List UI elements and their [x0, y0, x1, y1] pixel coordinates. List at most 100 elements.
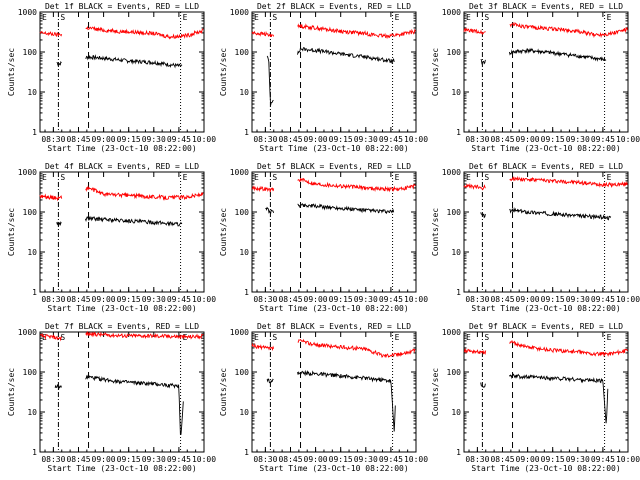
x-tick-label: 08:30 — [465, 295, 489, 304]
x-axis-label: Start Time (23-Oct-10 08:22:00) — [471, 304, 620, 313]
x-axis-label: Start Time (23-Oct-10 08:22:00) — [47, 464, 196, 473]
y-axis-label: Counts/sec — [431, 208, 440, 256]
marker-s: S — [272, 13, 277, 22]
x-tick-label: 10:00 — [192, 135, 216, 144]
x-tick-label: 08:45 — [490, 455, 514, 464]
panel-title: Det 6f BLACK = Events, RED = LLD — [469, 162, 623, 171]
y-tick-label: 10 — [27, 408, 37, 417]
y-tick-label: 100 — [235, 368, 250, 377]
marker-e-right: E — [607, 333, 612, 342]
y-tick-label: 10 — [27, 88, 37, 97]
y-tick-label: 1000 — [230, 168, 249, 177]
marker-e-right: E — [607, 13, 612, 22]
plot-frame — [251, 331, 417, 453]
y-tick-label: 10 — [451, 408, 461, 417]
series-line-events — [480, 212, 486, 219]
y-tick-label: 10 — [451, 88, 461, 97]
series-line-events — [85, 54, 183, 69]
panel-6: Det 6f BLACK = Events, RED = LLD 1 10 100 10… — [431, 162, 640, 313]
x-tick-label: 09:45 — [379, 455, 403, 464]
x-axis-label: Start Time (23-Oct-10 08:22:00) — [47, 304, 196, 313]
panel-2: Det 2f BLACK = Events, RED = LLD 1 10 100 10… — [219, 2, 428, 153]
panel-title: Det 8f BLACK = Events, RED = LLD — [257, 322, 411, 331]
x-tick-label: 09:00 — [304, 135, 328, 144]
x-tick-label: 09:00 — [304, 455, 328, 464]
marker-s: S — [60, 173, 65, 182]
x-tick-label: 08:30 — [253, 295, 277, 304]
marker-s: S — [272, 333, 277, 342]
x-tick-label: 08:30 — [465, 455, 489, 464]
series-line-events — [297, 47, 395, 64]
series-line-lld — [85, 330, 204, 340]
panel-9: Det 9f BLACK = Events, RED = LLD 1 10 100 10… — [431, 322, 640, 473]
series-line-events — [480, 59, 486, 65]
x-tick-label: 09:30 — [566, 455, 590, 464]
marker-s: S — [272, 173, 277, 182]
x-tick-label: 08:30 — [41, 295, 65, 304]
y-tick-label: 100 — [447, 48, 462, 57]
series-line-events — [297, 203, 395, 215]
marker-e-left: E — [254, 333, 259, 342]
marker-e-right: E — [395, 13, 400, 22]
series-line-events — [84, 215, 183, 227]
panel-7: Det 7f BLACK = Events, RED = LLD 1 10 100 10… — [7, 322, 216, 473]
x-tick-label: 08:30 — [41, 135, 65, 144]
x-tick-label: 09:15 — [541, 455, 565, 464]
x-tick-label: 08:45 — [490, 295, 514, 304]
panel-8: Det 8f BLACK = Events, RED = LLD 1 10 100 10… — [219, 322, 428, 473]
marker-e-left: E — [42, 333, 47, 342]
marker-e-left: E — [42, 173, 47, 182]
y-tick-label: 10 — [451, 248, 461, 257]
x-tick-label: 09:45 — [379, 135, 403, 144]
x-tick-label: 09:15 — [541, 295, 565, 304]
series-line-events — [266, 55, 274, 106]
marker-e-right: E — [607, 173, 612, 182]
plot-frame — [39, 171, 205, 293]
panel-1: Det 1f BLACK = Events, RED = LLD 1 10 100 10… — [7, 2, 216, 153]
y-tick-label: 100 — [235, 208, 250, 217]
series-line-events — [265, 206, 275, 214]
series-line-lld — [463, 348, 487, 355]
y-tick-label: 1000 — [442, 8, 461, 17]
x-tick-label: 08:30 — [465, 135, 489, 144]
y-tick-label: 1 — [456, 448, 461, 457]
x-axis-label: Start Time (23-Oct-10 08:22:00) — [259, 144, 408, 153]
panel-title: Det 2f BLACK = Events, RED = LLD — [257, 2, 411, 11]
x-tick-label: 09:45 — [167, 135, 191, 144]
series-line-events — [85, 374, 184, 435]
x-tick-label: 09:45 — [167, 455, 191, 464]
series-line-events — [509, 373, 609, 424]
x-tick-label: 09:30 — [142, 455, 166, 464]
y-tick-label: 1 — [32, 448, 37, 457]
x-tick-label: 08:30 — [253, 455, 277, 464]
plot-frame — [463, 171, 629, 293]
x-tick-label: 09:15 — [117, 135, 141, 144]
marker-s: S — [60, 13, 65, 22]
x-tick-label: 09:15 — [541, 135, 565, 144]
x-tick-label: 09:00 — [516, 295, 540, 304]
x-tick-label: 09:30 — [566, 295, 590, 304]
x-tick-label: 09:15 — [117, 455, 141, 464]
marker-s: S — [484, 13, 489, 22]
x-tick-label: 08:45 — [490, 135, 514, 144]
x-tick-label: 08:30 — [41, 455, 65, 464]
series-line-events — [509, 207, 612, 221]
y-tick-label: 1000 — [442, 328, 461, 337]
x-tick-label: 08:45 — [278, 455, 302, 464]
series-line-lld — [251, 342, 275, 352]
y-axis-label: Counts/sec — [7, 368, 16, 416]
x-tick-label: 10:00 — [192, 295, 216, 304]
x-tick-label: 09:30 — [142, 135, 166, 144]
marker-e-right: E — [183, 13, 188, 22]
y-tick-label: 10 — [27, 248, 37, 257]
x-tick-label: 09:00 — [92, 295, 116, 304]
series-line-events — [297, 369, 396, 432]
plot-frame — [39, 331, 205, 453]
series-line-lld — [251, 30, 275, 38]
plot-frame — [39, 11, 205, 133]
panel-title: Det 9f BLACK = Events, RED = LLD — [469, 322, 623, 331]
x-tick-label: 08:30 — [253, 135, 277, 144]
plot-frame — [251, 171, 417, 293]
marker-e-right: E — [395, 333, 400, 342]
